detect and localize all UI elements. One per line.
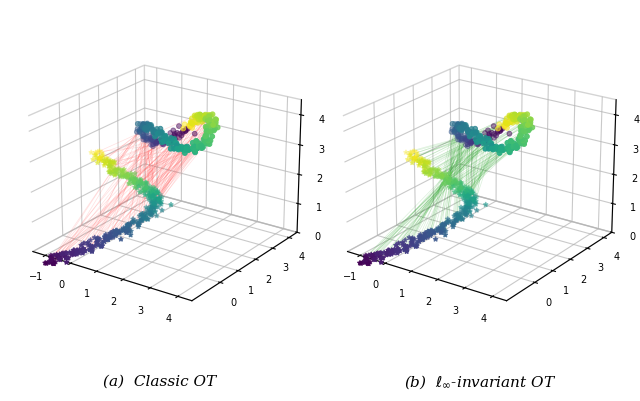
Text: (b)  $\ell_\infty$-invariant OT: (b) $\ell_\infty$-invariant OT: [404, 372, 556, 390]
Text: (a)  Classic OT: (a) Classic OT: [104, 374, 216, 388]
